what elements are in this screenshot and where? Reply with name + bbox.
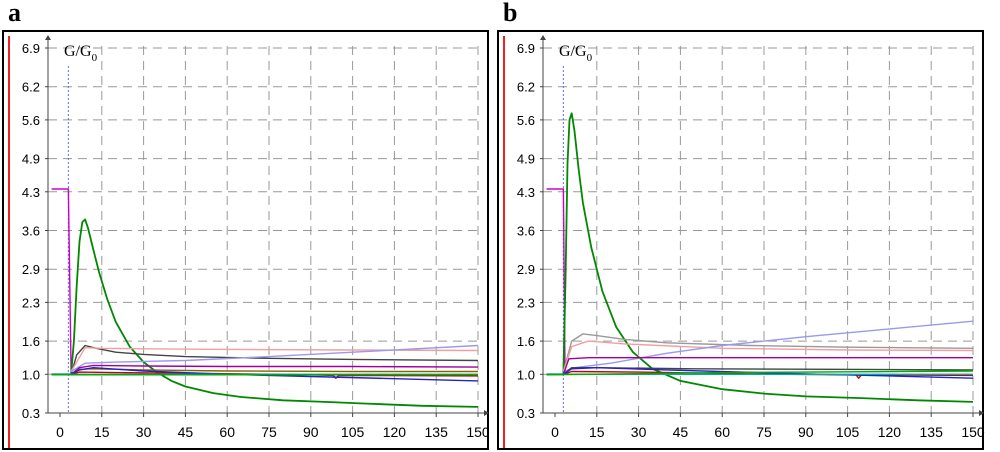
x-tick-label: 45 [673,424,689,440]
series-line [51,367,479,382]
series-line [70,347,479,372]
y-tick-label: 5.6 [22,113,40,128]
y-tick-label: 4.3 [517,185,535,200]
series-line [546,112,974,403]
series-line [51,218,479,408]
x-tick-label: 120 [878,424,902,440]
x-tick-label: 0 [56,424,64,440]
y-tick-label: 1.0 [517,367,535,382]
x-axis-arrow [979,410,984,416]
series-line [546,370,974,376]
x-tick-label: 60 [219,424,235,440]
y-tick-label: 6.2 [517,80,535,95]
y-tick-label: 4.3 [22,185,40,200]
x-tick-label: 15 [589,424,605,440]
y-axis-label: G/G0 [64,43,98,64]
series-line [562,340,974,372]
series-line [563,320,974,373]
x-tick-label: 150 [961,424,985,440]
y-tick-label: 2.9 [517,262,535,277]
y-tick-label: 1.0 [22,367,40,382]
y-tick-label: 1.6 [22,334,40,349]
x-tick-label: 120 [383,424,407,440]
x-tick-label: 105 [836,424,860,440]
y-axis-arrow [45,35,51,40]
series-line [70,344,479,373]
x-tick-label: 30 [631,424,647,440]
y-tick-label: 6.9 [22,41,40,56]
chart-b-svg: 6.9 6.2 5.6 4.9 4.3 3.6 2.9 2.3 1.6 1.0 0.3 0 15 30 45… [503,35,985,448]
y-axis-label: G/G0 [559,43,593,64]
y-tick-label: 4.9 [22,152,40,167]
x-tick-label: 135 [920,424,944,440]
panel-a-letter: a [8,0,21,27]
y-tick-label: 2.3 [22,295,40,310]
x-tick-label: 135 [425,424,449,440]
x-tick-label: 60 [714,424,730,440]
x-tick-label: 105 [341,424,365,440]
x-tick-label: 75 [756,424,772,440]
series-line [51,344,479,375]
y-tick-label: 6.2 [22,80,40,95]
y-tick-label: 0.3 [22,406,40,421]
series-line [546,188,572,375]
chart-panel-b: 6.9 6.2 5.6 4.9 4.3 3.6 2.9 2.3 1.6 1.0 0.3 0 15 30 45… [497,30,985,450]
panel-b-letter: b [503,0,518,27]
x-tick-label: 75 [261,424,277,440]
x-tick-label: 150 [466,424,490,440]
y-axis-arrow [540,35,546,40]
series-line [562,333,974,372]
x-tick-label: 30 [136,424,152,440]
series-line [546,367,974,379]
x-tick-label: 90 [798,424,814,440]
x-axis-arrow [484,410,489,416]
chart-a-svg: 6.9 6.2 5.6 4.9 4.3 3.6 2.9 2.3 1.6 1.0 0.3 0 15 30 45… [8,35,490,448]
y-tick-label: 1.6 [517,334,535,349]
x-tick-label: 15 [94,424,110,440]
y-tick-label: 5.6 [517,113,535,128]
y-tick-label: 6.9 [517,41,535,56]
y-tick-label: 2.3 [517,295,535,310]
y-tick-label: 4.9 [517,152,535,167]
x-tick-label: 0 [551,424,559,440]
y-tick-label: 3.6 [22,224,40,239]
y-tick-label: 2.9 [22,262,40,277]
y-tick-label: 3.6 [517,224,535,239]
x-tick-label: 45 [178,424,194,440]
chart-panel-a: 6.9 6.2 5.6 4.9 4.3 3.6 2.9 2.3 1.6 1.0 0.3 0 15 30 45… [2,30,490,450]
x-tick-label: 90 [303,424,319,440]
y-tick-label: 0.3 [517,406,535,421]
